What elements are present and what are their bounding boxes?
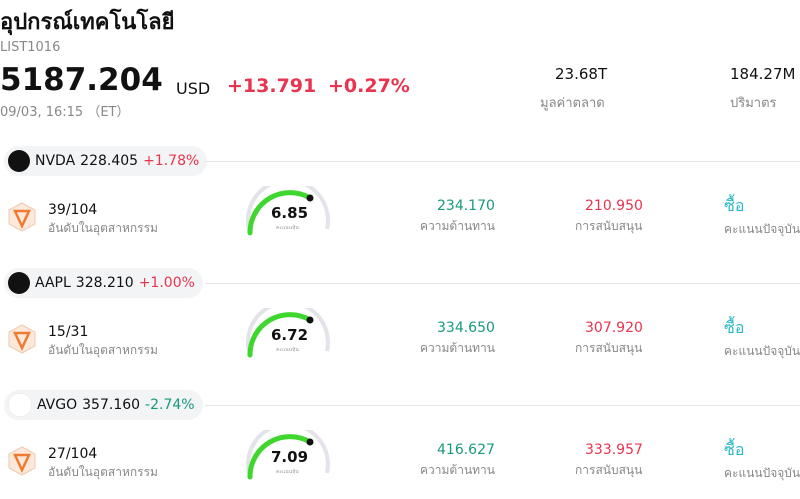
stock-pill[interactable]: AVGO 357.160 -2.74%	[4, 390, 203, 420]
support-label: การสนับสนุน	[575, 463, 643, 477]
rank: 39/104	[48, 202, 98, 218]
ticker: AVGO	[37, 397, 78, 413]
rank-icon	[8, 202, 36, 236]
resistance-label: ความต้านทาน	[420, 341, 495, 355]
resistance: 234.170	[437, 198, 495, 214]
support-label: การสนับสนุน	[575, 341, 643, 355]
time: 09/03, 16:15 （ET）	[0, 105, 130, 120]
rank-label: อันดับในอุตสาหกรรม	[48, 221, 158, 235]
ticker: NVDA	[35, 153, 76, 169]
rank-label: อันดับในอุตสาหกรรม	[48, 343, 158, 357]
support: 333.957	[585, 442, 643, 458]
title: อุปกรณ์เทคโนโลยี	[0, 10, 175, 35]
rating-label: คะแนนปัจจุบัน	[724, 222, 800, 236]
stock-price: 357.160	[82, 397, 141, 413]
rating-label: คะแนนปัจจุบัน	[724, 344, 800, 358]
rank: 15/31	[48, 324, 89, 340]
support: 210.950	[585, 198, 643, 214]
change: +13.791	[227, 75, 317, 97]
resistance: 334.650	[437, 320, 495, 336]
ticker: AAPL	[35, 275, 71, 291]
price: 5187.204	[0, 62, 163, 98]
rating-label: คะแนนปัจจุบัน	[724, 466, 800, 480]
stock-change: -2.74%	[145, 397, 195, 413]
change-pct: +0.27%	[328, 75, 410, 97]
rank-icon	[8, 324, 36, 358]
support: 307.920	[585, 320, 643, 336]
rating: ซื้อ	[724, 196, 745, 215]
separator	[205, 283, 800, 284]
resistance-label: ความต้านทาน	[420, 219, 495, 233]
resistance-label: ความต้านทาน	[420, 463, 495, 477]
currency: USD	[176, 79, 211, 98]
rating: ซื้อ	[724, 440, 745, 459]
stock-change: +1.78%	[143, 153, 200, 169]
stock-pill[interactable]: NVDA 228.405 +1.78%	[4, 146, 208, 176]
separator	[205, 161, 800, 162]
stock-price: 228.405	[80, 153, 139, 169]
separator	[205, 405, 800, 406]
rating: ซื้อ	[724, 318, 745, 337]
code: LIST1016	[0, 40, 61, 55]
resistance: 416.627	[437, 442, 495, 458]
rank-icon	[8, 446, 36, 480]
stock-logo	[8, 393, 32, 417]
rank: 27/104	[48, 446, 98, 462]
stock-pill[interactable]: AAPL 328.210 +1.00%	[4, 268, 203, 298]
score: 7.09	[271, 448, 309, 466]
stat-value: 23.68T	[555, 65, 608, 83]
score-label: คะแนนหุ้น	[276, 469, 299, 475]
stat-label: ปริมาตร	[730, 96, 777, 111]
rank-label: อันดับในอุตสาหกรรม	[48, 465, 158, 479]
score-label: คะแนนหุ้น	[276, 347, 299, 353]
score: 6.72	[271, 326, 309, 344]
score-label: คะแนนหุ้น	[276, 225, 299, 231]
stat-label: มูลค่าตลาด	[540, 96, 605, 111]
stock-change: +1.00%	[138, 275, 195, 291]
stat-value: 184.27M	[730, 65, 796, 83]
stock-logo	[8, 272, 30, 294]
support-label: การสนับสนุน	[575, 219, 643, 233]
stock-price: 328.210	[75, 275, 134, 291]
score: 6.85	[271, 204, 309, 222]
stock-logo	[8, 150, 30, 172]
